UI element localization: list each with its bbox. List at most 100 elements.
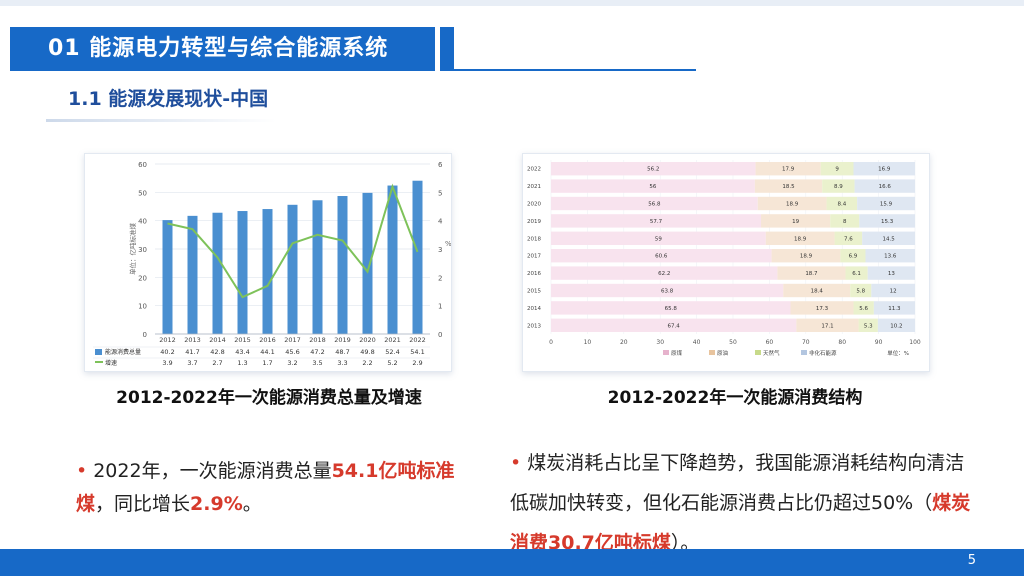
x-tick-label: 2018 — [309, 336, 326, 344]
data-label: 17.1 — [821, 323, 833, 329]
data-label: 17.3 — [816, 306, 829, 312]
data-label: 6.9 — [849, 254, 858, 260]
y-tick-label: 2019 — [527, 219, 541, 225]
data-label: 56.8 — [648, 202, 661, 208]
table-value-total: 40.2 — [160, 348, 174, 356]
data-label: 7.6 — [844, 236, 853, 242]
table-value-total: 47.2 — [310, 348, 324, 356]
legend-label: 非化石能源 — [809, 349, 837, 357]
y-tick-label: 2014 — [527, 306, 541, 312]
stacked-segment — [830, 214, 860, 228]
table-value-total: 42.8 — [210, 348, 224, 356]
bar — [337, 196, 348, 334]
x-tick-label: 100 — [909, 339, 921, 346]
table-value-growth: 5.2 — [387, 359, 397, 367]
data-label: 65.8 — [665, 306, 678, 312]
x-tick-label: 2017 — [284, 336, 301, 344]
stacked-segment — [761, 214, 831, 228]
stacked-segment — [551, 318, 797, 332]
stacked-segment — [853, 301, 874, 315]
stacked-segment — [771, 249, 841, 263]
x-tick-label: 2014 — [209, 336, 226, 344]
stacked-segment — [796, 318, 859, 332]
stacked-segment — [551, 283, 784, 298]
data-label: 8.4 — [837, 202, 846, 208]
bullet-highlight: 2.9% — [190, 493, 243, 515]
y-tick-label: 2022 — [527, 167, 541, 173]
data-label: 15.9 — [880, 202, 893, 208]
consumption-chart-caption: 2012-2022年一次能源消费总量及增速 — [116, 388, 422, 408]
x-tick-label: 2022 — [409, 336, 426, 344]
stacked-segment — [853, 162, 915, 176]
data-label: 62.2 — [658, 271, 670, 277]
stacked-segment — [826, 196, 858, 211]
table-value-total: 48.7 — [335, 348, 349, 356]
table-value-growth: 1.3 — [237, 359, 247, 367]
bullet-text: 。 — [242, 493, 262, 515]
data-label: 57.7 — [650, 219, 663, 225]
stacked-segment — [858, 318, 878, 332]
legend-label: 原煤 — [671, 349, 683, 357]
x-tick-label: 80 — [838, 339, 846, 346]
bullet-text: 煤炭消耗占比呈下降趋势，我国能源消耗结构向清洁低碳加快转变，但化石能源消费占比仍… — [510, 452, 965, 514]
x-tick-label: 0 — [549, 339, 553, 346]
y2-axis-label: % — [445, 240, 451, 248]
page-title: 01 能源电力转型与综合能源系统 — [48, 36, 389, 61]
y-tick-label: 2015 — [527, 289, 541, 295]
stacked-segment — [871, 283, 915, 298]
data-label: 13.6 — [884, 254, 897, 260]
stacked-segment — [840, 249, 866, 263]
bar — [287, 204, 298, 334]
stacked-segment — [822, 179, 855, 193]
structure-chart-caption: 2012-2022年一次能源消费结构 — [607, 388, 863, 408]
y-tick-label: 2021 — [527, 184, 541, 190]
bar — [412, 180, 423, 334]
data-label: 67.4 — [668, 323, 681, 329]
data-label: 10.2 — [890, 323, 902, 329]
data-label: 5.6 — [859, 306, 868, 312]
y-tick-label: 50 — [138, 189, 147, 197]
x-tick-label: 70 — [802, 339, 810, 346]
x-tick-label: 40 — [693, 339, 701, 346]
stacked-segment — [765, 231, 835, 245]
stacked-segment — [777, 266, 846, 280]
y2-tick-label: 3 — [438, 246, 442, 254]
x-tick-label: 2020 — [359, 336, 376, 344]
table-value-growth: 3.3 — [337, 359, 347, 367]
table-value-growth: 1.7 — [262, 359, 272, 367]
y-tick-label: 2020 — [527, 202, 541, 208]
data-label: 8 — [843, 219, 847, 225]
bullet-highlight: 煤炭消费30.7亿吨标煤 — [510, 492, 971, 554]
x-tick-label: 90 — [875, 339, 883, 346]
stacked-segment — [850, 283, 872, 298]
bar — [187, 215, 198, 334]
data-label: 18.5 — [782, 184, 795, 190]
legend-swatch — [709, 350, 715, 355]
y2-tick-label: 0 — [438, 331, 442, 339]
y2-tick-label: 6 — [438, 161, 443, 169]
stacked-segment — [754, 179, 823, 193]
table-value-growth: 3.9 — [162, 359, 172, 367]
title-bar: 01 能源电力转型与综合能源系统 — [10, 27, 435, 71]
table-value-growth: 2.9 — [412, 359, 422, 367]
x-tick-label: 2012 — [159, 336, 176, 344]
y-tick-label: 60 — [138, 161, 147, 169]
stacked-segment — [757, 196, 827, 211]
x-tick-label: 2015 — [234, 336, 251, 344]
growth-line — [167, 183, 419, 299]
x-tick-label: 30 — [656, 339, 664, 346]
bar — [312, 200, 323, 334]
table-value-growth: 3.7 — [187, 359, 197, 367]
x-tick-label: 20 — [620, 339, 628, 346]
data-label: 17.9 — [782, 167, 795, 173]
consumption-chart-card: 0 10 20 30 40 50 60 0 1 2 3 4 5 6 单位：亿吨标准煤% 2012 40.2 3.9… — [84, 153, 452, 372]
data-label: 16.6 — [879, 184, 892, 190]
stacked-segment — [834, 231, 863, 245]
stacked-segment — [857, 196, 915, 211]
section-underline — [46, 119, 276, 122]
data-label: 6.1 — [852, 271, 861, 277]
table-value-total: 45.6 — [285, 348, 299, 356]
bullet-dot: • — [510, 452, 522, 474]
stacked-segment — [862, 231, 915, 245]
x-tick-label: 10 — [584, 339, 592, 346]
